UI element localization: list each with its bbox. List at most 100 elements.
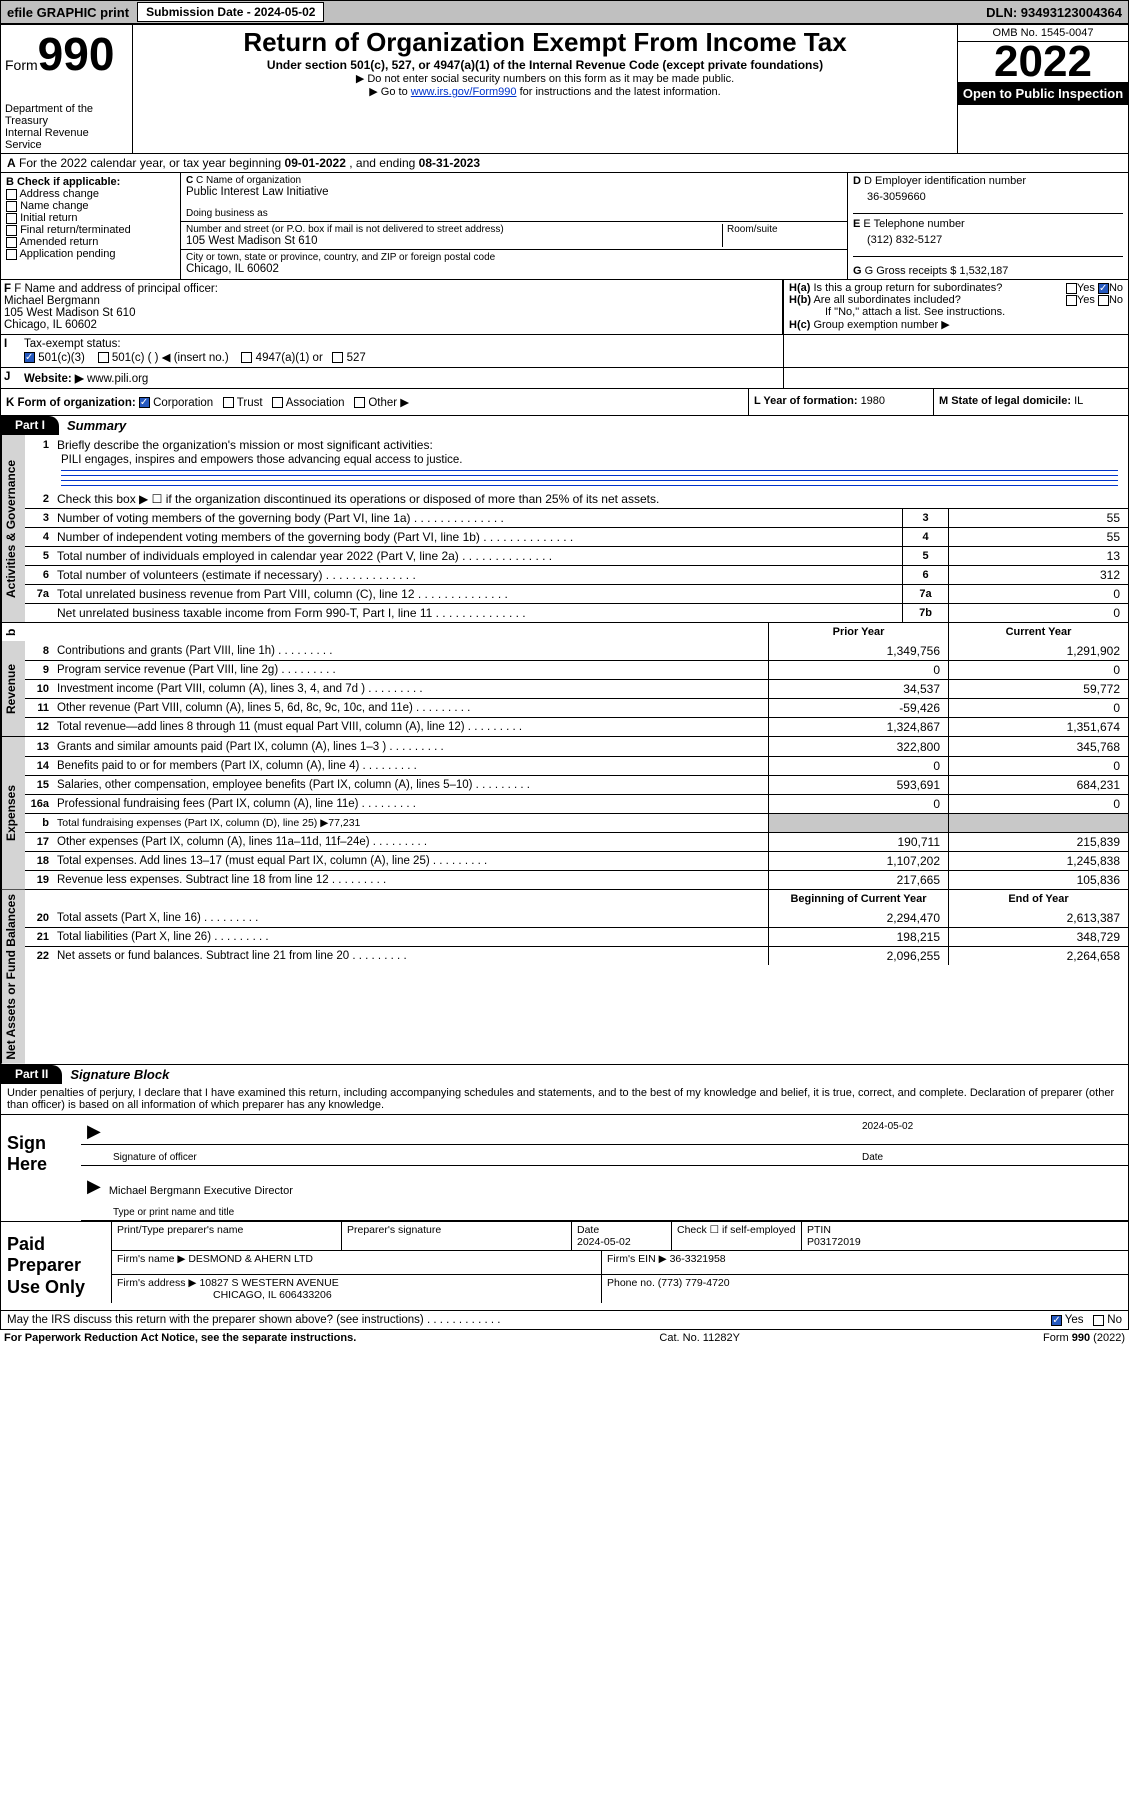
chk-trust[interactable] [223, 397, 234, 408]
finance-line: 22Net assets or fund balances. Subtract … [25, 946, 1128, 965]
finance-line: 20Total assets (Part X, line 16) . . . .… [25, 908, 1128, 927]
self-employed-check: Check ☐ if self-employed [672, 1222, 802, 1250]
finance-line: 17Other expenses (Part IX, column (A), l… [25, 832, 1128, 851]
mission-text: PILI engages, inspires and empowers thos… [61, 454, 1118, 466]
ein: 36-3059660 [853, 187, 1123, 203]
chk-final-return[interactable] [6, 225, 17, 236]
ha-yes[interactable] [1066, 283, 1077, 294]
chk-501c[interactable] [98, 352, 109, 363]
finance-line: 15Salaries, other compensation, employee… [25, 775, 1128, 794]
tax-year: 2022 [958, 42, 1128, 82]
vtab-expenses: Expenses [1, 737, 25, 889]
part1-header: Part I [1, 416, 59, 435]
chk-initial-return[interactable] [6, 213, 17, 224]
mission-q: Briefly describe the organization's miss… [55, 437, 1128, 453]
vtab-netassets: Net Assets or Fund Balances [1, 890, 25, 1064]
part2-title: Signature Block [62, 1065, 177, 1084]
chk-association[interactable] [272, 397, 283, 408]
gov-line: 4Number of independent voting members of… [25, 527, 1128, 546]
part2-header: Part II [1, 1065, 62, 1084]
gov-line: Net unrelated business taxable income fr… [25, 603, 1128, 622]
ptin: P03172019 [807, 1236, 861, 1248]
year-formation: L Year of formation: 1980 [748, 389, 933, 415]
irs-link[interactable]: www.irs.gov/Form990 [411, 86, 517, 98]
paid-preparer-label: Paid Preparer Use Only [1, 1222, 111, 1311]
subtitle-2: ▶ Do not enter social security numbers o… [139, 72, 951, 85]
submission-date: Submission Date - 2024-05-02 [137, 2, 324, 22]
room-suite-label: Room/suite [727, 224, 842, 235]
finance-line: 8Contributions and grants (Part VIII, li… [25, 641, 1128, 660]
gov-line: 7aTotal unrelated business revenue from … [25, 584, 1128, 603]
open-public-inspection: Open to Public Inspection [958, 82, 1128, 105]
part1-title: Summary [59, 416, 134, 435]
subtitle-3: ▶ Go to www.irs.gov/Form990 for instruct… [139, 85, 951, 98]
sign-date-label: Date [862, 1152, 1122, 1163]
addr-label: Number and street (or P.O. box if mail i… [186, 224, 722, 235]
gov-line: 6Total number of volunteers (estimate if… [25, 565, 1128, 584]
org-name-block: C C Name of organization Public Interest… [181, 173, 847, 222]
city-state-zip: Chicago, IL 60602 [186, 263, 842, 275]
finance-line: 14Benefits paid to or for members (Part … [25, 756, 1128, 775]
paperwork-notice: For Paperwork Reduction Act Notice, see … [4, 1332, 356, 1344]
chk-501c3[interactable] [24, 352, 35, 363]
chk-other[interactable] [354, 397, 365, 408]
finance-line: 9Program service revenue (Part VIII, lin… [25, 660, 1128, 679]
chk-4947[interactable] [241, 352, 252, 363]
col-b-checkboxes: B Check if applicable: Address change Na… [1, 173, 181, 279]
website-row: Website: ▶ www.pili.org [21, 368, 783, 388]
ein-label: D Employer identification number [864, 175, 1026, 187]
form-header: Form990 Department of the TreasuryIntern… [1, 25, 1128, 153]
finance-line: 12Total revenue—add lines 8 through 11 (… [25, 717, 1128, 736]
telephone: (312) 832-5127 [853, 230, 1123, 246]
chk-corporation[interactable] [139, 397, 150, 408]
ha-no[interactable] [1098, 283, 1109, 294]
subtitle-1: Under section 501(c), 527, or 4947(a)(1)… [139, 58, 951, 72]
city-label: City or town, state or province, country… [186, 252, 842, 263]
form-title: Return of Organization Exempt From Incom… [139, 27, 951, 58]
firm-ein: 36-3321958 [670, 1253, 726, 1265]
chk-amended[interactable] [6, 237, 17, 248]
hb-yes[interactable] [1066, 295, 1077, 306]
street-address: 105 West Madison St 610 [186, 235, 722, 247]
officer-addr2: Chicago, IL 60602 [4, 319, 97, 331]
vtab-b-spacer: b [1, 623, 25, 641]
finance-line: 19Revenue less expenses. Subtract line 1… [25, 870, 1128, 889]
org-name: Public Interest Law Initiative [186, 186, 842, 198]
vtab-governance: Activities & Governance [1, 435, 25, 622]
form-footer: Form 990 (2022) [1043, 1332, 1125, 1344]
efile-label: efile GRAPHIC print [1, 5, 135, 20]
officer-name: Michael Bergmann [4, 295, 100, 307]
finance-line: 13Grants and similar amounts paid (Part … [25, 737, 1128, 756]
finance-line: bTotal fundraising expenses (Part IX, co… [25, 813, 1128, 832]
signature-of-officer-label: Signature of officer [113, 1152, 862, 1163]
form-number: Form990 [5, 27, 128, 81]
tax-exempt-status: Tax-exempt status: 501(c)(3) 501(c) ( ) … [21, 335, 783, 367]
chk-name-change[interactable] [6, 201, 17, 212]
gross-receipts: 1,532,187 [959, 265, 1008, 277]
firm-addr: 10827 S WESTERN AVENUE [199, 1277, 338, 1289]
discuss-no[interactable] [1093, 1315, 1104, 1326]
chk-address-change[interactable] [6, 189, 17, 200]
firm-phone: (773) 779-4720 [658, 1277, 730, 1289]
dept-treasury: Department of the TreasuryInternal Reven… [5, 103, 128, 151]
phone-label: E Telephone number [863, 218, 964, 230]
gov-line: 5Total number of individuals employed in… [25, 546, 1128, 565]
finance-line: 21Total liabilities (Part X, line 26) . … [25, 927, 1128, 946]
gov-line: 3Number of voting members of the governi… [25, 508, 1128, 527]
sign-here-label: Sign Here [1, 1115, 81, 1221]
discuss-yes[interactable] [1051, 1315, 1062, 1326]
finance-line: 18Total expenses. Add lines 13–17 (must … [25, 851, 1128, 870]
hb-no[interactable] [1098, 295, 1109, 306]
finance-line: 16aProfessional fundraising fees (Part I… [25, 794, 1128, 813]
hdr-beginning-year: Beginning of Current Year [768, 890, 948, 908]
perjury-declaration: Under penalties of perjury, I declare th… [1, 1084, 1128, 1114]
preparer-name-label: Print/Type preparer's name [112, 1222, 342, 1250]
finance-line: 11Other revenue (Part VIII, column (A), … [25, 698, 1128, 717]
chk-527[interactable] [332, 352, 343, 363]
hdr-prior-year: Prior Year [768, 623, 948, 641]
finance-line: 10Investment income (Part VIII, column (… [25, 679, 1128, 698]
chk-application-pending[interactable] [6, 249, 17, 260]
officer-addr1: 105 West Madison St 610 [4, 307, 135, 319]
dln: DLN: 93493123004364 [986, 5, 1128, 20]
website-url: www.pili.org [87, 373, 148, 385]
